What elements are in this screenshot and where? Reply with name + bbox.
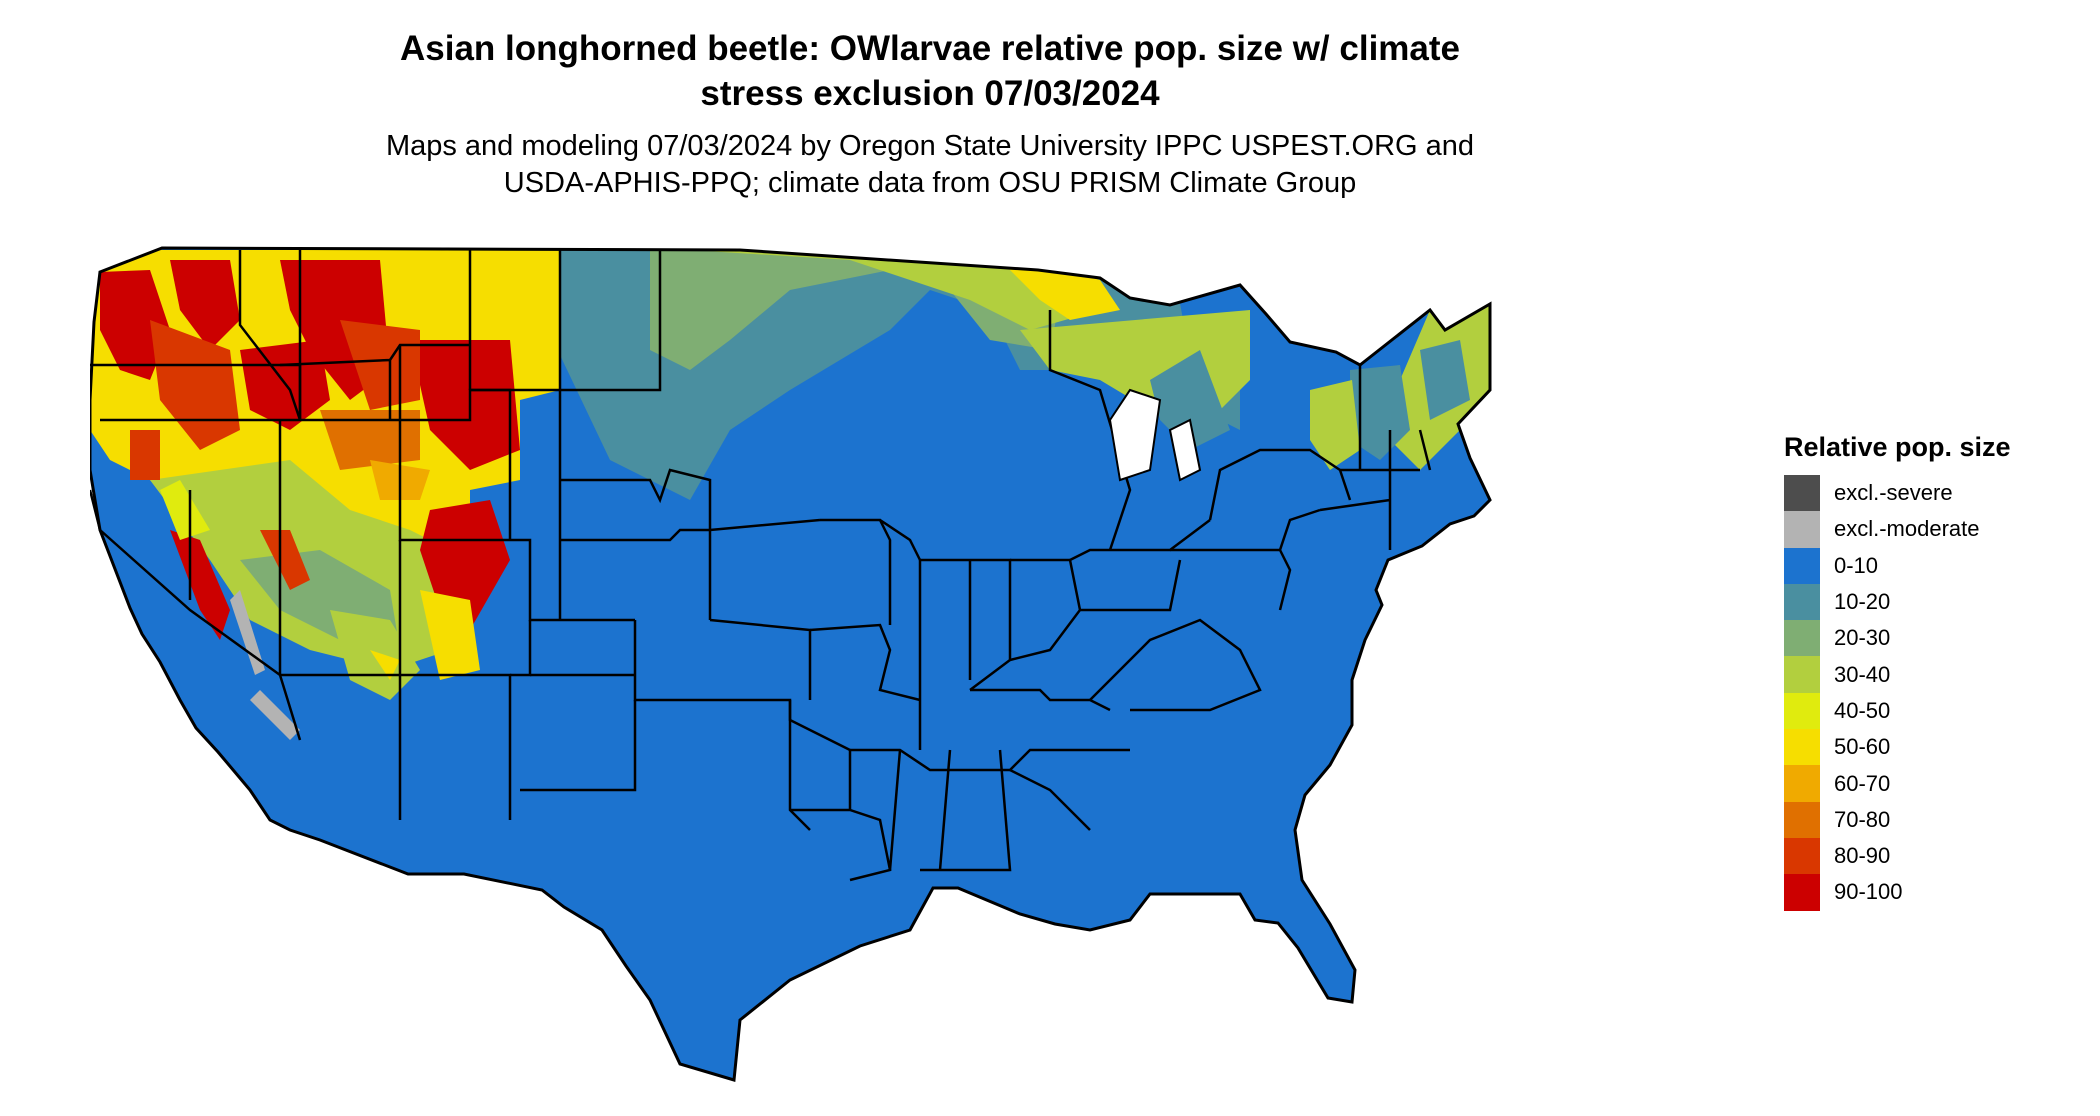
legend-swatch <box>1784 765 1820 802</box>
legend-item: excl.-severe <box>1784 475 2084 512</box>
legend-swatch <box>1784 801 1820 838</box>
legend-label: 0-10 <box>1834 552 1879 578</box>
map-subtitle-line-2: USDA-APHIS-PPQ; climate data from OSU PR… <box>503 167 1357 199</box>
legend-label: 30-40 <box>1834 661 1891 687</box>
map-title: Asian longhorned beetle: OWlarvae relati… <box>0 26 1860 116</box>
legend-item: 80-90 <box>1784 837 2084 875</box>
map-subtitle: Maps and modeling 07/03/2024 by Oregon S… <box>0 128 1860 202</box>
conus-map <box>90 246 1492 1082</box>
legend-swatch <box>1784 656 1820 693</box>
legend-label: 10-20 <box>1834 589 1891 615</box>
legend-label: 20-30 <box>1834 625 1891 651</box>
legend-label: 90-100 <box>1834 879 1903 905</box>
legend-swatch <box>1784 620 1820 657</box>
legend-swatch <box>1784 475 1820 512</box>
legend-title: Relative pop. size <box>1784 432 2011 462</box>
legend-swatch <box>1784 729 1820 766</box>
map-subtitle-line-1: Maps and modeling 07/03/2024 by Oregon S… <box>385 130 1475 162</box>
legend-item: 10-20 <box>1784 583 2084 621</box>
legend-item: 40-50 <box>1784 692 2084 730</box>
legend-label: 60-70 <box>1834 770 1891 796</box>
legend-label: 50-60 <box>1834 734 1891 760</box>
legend-item: 90-100 <box>1784 874 2084 911</box>
legend-swatch <box>1784 511 1820 548</box>
legend-item: 20-30 <box>1784 620 2084 657</box>
state-boundaries <box>90 250 1432 882</box>
legend-item: 30-40 <box>1784 656 2084 693</box>
legend-label: 40-50 <box>1834 697 1891 723</box>
legend-items: excl.-severe excl.-moderate 0-10 10-20 20-30… <box>1784 475 2084 911</box>
legend-item: 70-80 <box>1784 801 2084 838</box>
legend-item: 60-70 <box>1784 765 2084 802</box>
map-title-line-2: stress exclusion 07/03/2024 <box>700 74 1160 113</box>
legend-item: excl.-moderate <box>1784 511 2084 548</box>
legend-label: 70-80 <box>1834 806 1891 832</box>
legend-label: excl.-severe <box>1834 480 1953 506</box>
map-title-line-1: Asian longhorned beetle: OWlarvae relati… <box>399 29 1460 68</box>
legend-item: 0-10 <box>1784 547 2084 584</box>
legend-swatch <box>1784 583 1820 621</box>
legend-swatch <box>1784 547 1820 584</box>
legend-label: excl.-moderate <box>1834 516 1980 542</box>
legend-swatch <box>1784 692 1820 730</box>
legend-swatch <box>1784 874 1820 911</box>
legend: Relative pop. size excl.-severe excl.-mod… <box>1784 432 2084 911</box>
legend-item: 50-60 <box>1784 729 2084 766</box>
legend-swatch <box>1784 837 1820 875</box>
legend-label: 80-90 <box>1834 843 1891 869</box>
